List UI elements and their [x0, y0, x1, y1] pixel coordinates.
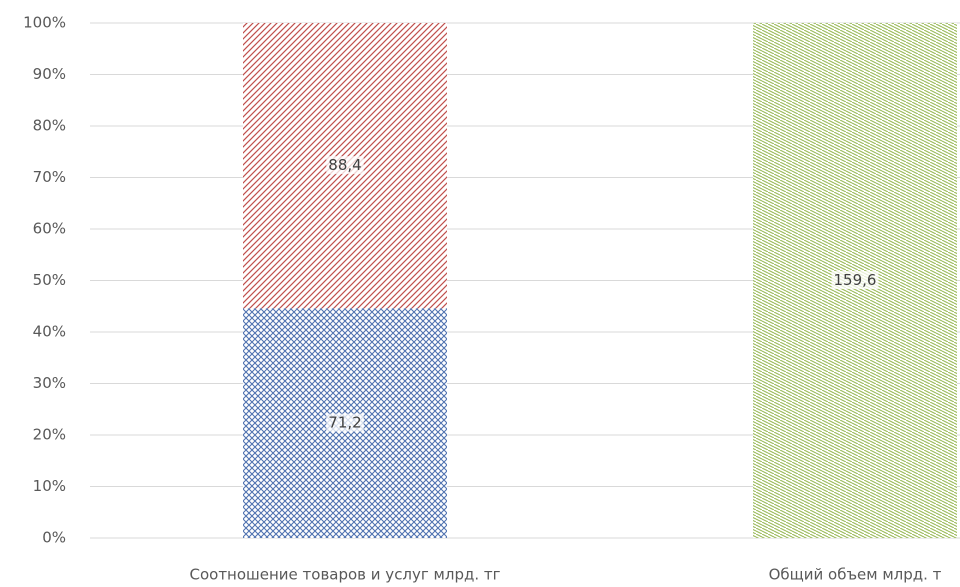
x-tick-label: Общий объем млрд. т: [769, 566, 942, 584]
data-label: 88,4: [328, 156, 361, 174]
y-tick-label: 60%: [33, 220, 66, 238]
data-label: 71,2: [328, 414, 361, 432]
data-label: 159,6: [834, 271, 877, 289]
y-tick-label: 0%: [42, 529, 66, 547]
y-tick-label: 50%: [33, 271, 66, 289]
y-tick-label: 100%: [23, 14, 66, 32]
y-tick-label: 80%: [33, 117, 66, 135]
y-tick-label: 10%: [33, 477, 66, 495]
x-tick-label: Соотношение товаров и услуг млрд. тг: [189, 566, 500, 584]
y-tick-label: 20%: [33, 426, 66, 444]
y-tick-label: 40%: [33, 323, 66, 341]
y-tick-label: 30%: [33, 374, 66, 392]
y-tick-label: 90%: [33, 65, 66, 83]
y-tick-label: 70%: [33, 168, 66, 186]
